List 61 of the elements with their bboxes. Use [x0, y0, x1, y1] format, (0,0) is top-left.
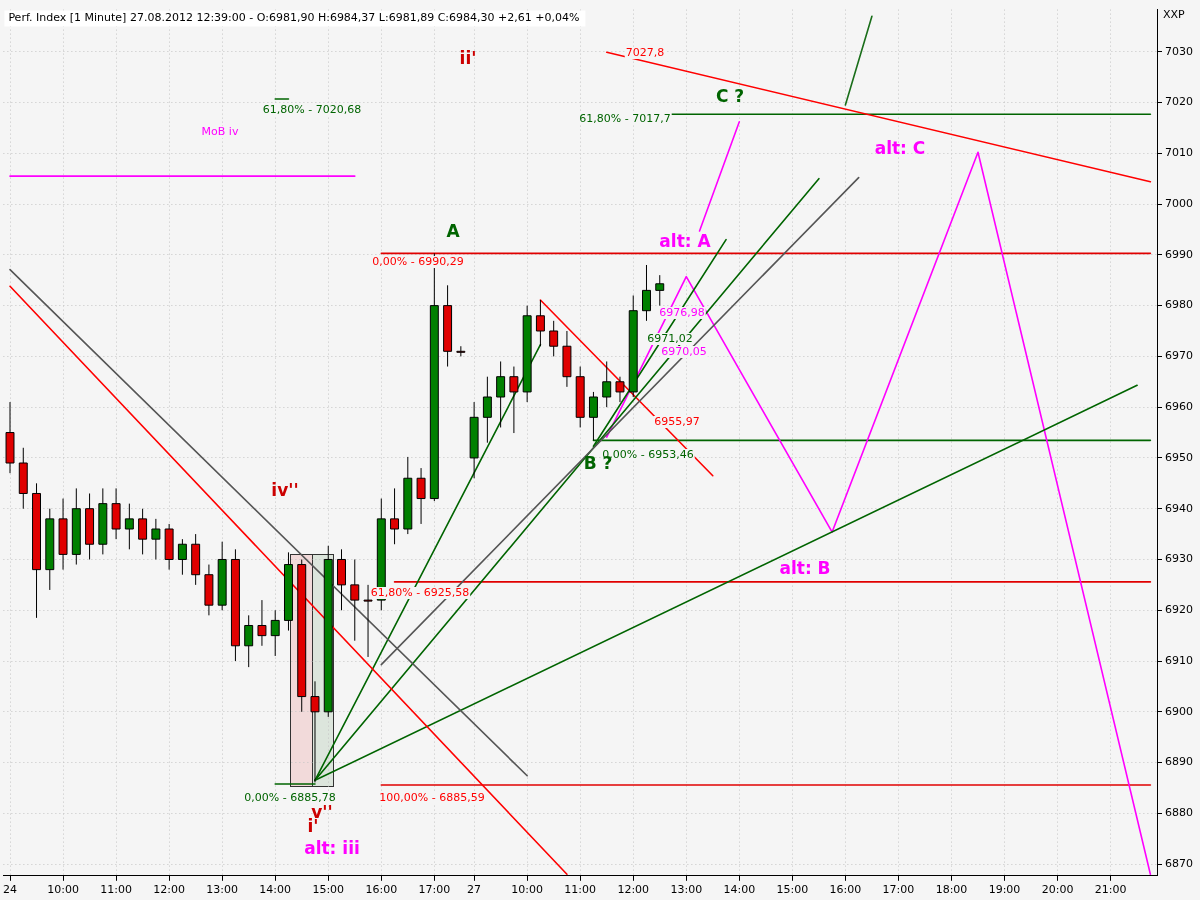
y-tick-label: 6890	[1165, 755, 1194, 769]
annotation: ii'	[459, 48, 477, 69]
annotation: 7027,8	[625, 45, 665, 59]
x-tick-label: 11:00	[100, 883, 132, 897]
y-tick-label: 6980	[1165, 298, 1194, 312]
annotation: A	[446, 221, 461, 242]
annotation: alt: B	[779, 558, 831, 579]
x-tick-label: 14:00	[259, 883, 292, 897]
annotation: iv''	[271, 480, 299, 501]
x-tick-label: 12:00	[153, 883, 185, 897]
y-tick-label: 7010	[1165, 146, 1194, 160]
x-tick-label: 20:00	[1041, 883, 1074, 897]
x-tick-label: 13:00	[670, 883, 703, 897]
annotation: alt: A	[659, 231, 712, 252]
x-tick-label: 15:00	[312, 883, 345, 897]
chart-title: Perf. Index [1 Minute] 27.08.2012 12:39:00 - O:6981,90 H:6984,37 L:6981,89 C:6984,30 +2,61 +0,04%	[8, 11, 580, 25]
x-tick-label: 10:00	[511, 883, 543, 897]
x-tick-label: 14:00	[723, 883, 756, 897]
y-tick-label: 7030	[1165, 44, 1194, 58]
annotation: 0,00% - 6885,78	[244, 790, 336, 804]
y-axis-title: XXP	[1163, 8, 1186, 22]
x-tick-label: 24	[3, 883, 18, 897]
x-tick-label: 12:00	[617, 883, 650, 897]
x-tick-label: 27	[467, 883, 482, 897]
x-tick-label: 13:00	[206, 883, 239, 897]
annotation: MoB iv	[201, 124, 239, 138]
y-tick-label: 6940	[1165, 501, 1194, 515]
annotation: 61,80% - 6925,58	[370, 585, 470, 599]
x-tick-label: 15:00	[776, 883, 809, 897]
annotation: alt: iii	[304, 838, 360, 859]
annotation: 100,00% - 6885,59	[379, 790, 485, 804]
annotation: 6976,98	[659, 305, 705, 319]
x-tick-label: 19:00	[988, 883, 1021, 897]
annotation: 61,80% - 7017,7	[579, 111, 671, 125]
annotation: 6971,02	[647, 331, 693, 345]
y-tick-label: 6920	[1165, 603, 1194, 617]
y-tick-label: 6930	[1165, 552, 1194, 566]
y-tick-label: 6880	[1165, 806, 1194, 820]
annotation: alt: C	[874, 138, 926, 159]
x-tick-label: 16:00	[829, 883, 862, 897]
annotation: 61,80% - 7020,68	[262, 102, 362, 116]
annotation: 6970,05	[661, 344, 707, 358]
x-tick-label: 21:00	[1094, 883, 1127, 897]
x-tick-label: 18:00	[935, 883, 968, 897]
x-tick-label: 10:00	[47, 883, 79, 897]
y-tick-label: 6970	[1165, 349, 1194, 363]
y-tick-label: 6910	[1165, 653, 1194, 667]
y-tick-label: 6990	[1165, 247, 1194, 261]
x-tick-label: 17:00	[882, 883, 915, 897]
annotation: 0,00% - 6990,29	[372, 254, 464, 268]
y-tick-label: 6960	[1165, 400, 1194, 414]
y-tick-label: 7020	[1165, 95, 1194, 109]
y-tick-label: 6900	[1165, 704, 1194, 718]
y-tick-label: 6950	[1165, 450, 1194, 464]
annotation: 6955,97	[654, 414, 700, 428]
x-tick-label: 16:00	[365, 883, 398, 897]
annotation: C ?	[715, 86, 745, 107]
y-tick-label: 7000	[1165, 196, 1194, 210]
x-tick-label: 17:00	[418, 883, 451, 897]
y-tick-label: 6870	[1165, 856, 1194, 870]
x-tick-label: 11:00	[564, 883, 597, 897]
